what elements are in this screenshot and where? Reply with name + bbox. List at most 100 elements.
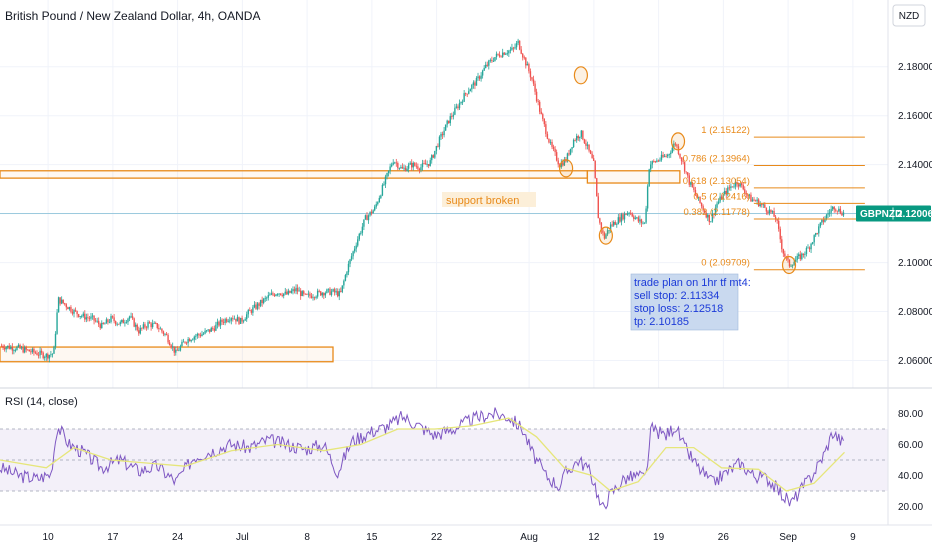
swing-circle[interactable]	[558, 159, 574, 178]
candle-body	[782, 249, 785, 254]
candle-body	[731, 186, 734, 188]
candle-body	[357, 239, 359, 246]
candle-body	[204, 330, 206, 334]
candle-body	[207, 329, 209, 331]
candle-body	[411, 162, 413, 168]
time-tick-label: 8	[304, 532, 310, 543]
candle-body	[720, 196, 723, 200]
candle-body	[134, 324, 137, 327]
time-tick-label: Sep	[779, 532, 797, 543]
candle-body	[756, 199, 758, 202]
candle-body	[480, 75, 482, 79]
candle-body	[184, 341, 186, 343]
candle-body	[469, 89, 472, 92]
candle-body	[116, 323, 118, 325]
candle-body	[210, 327, 212, 332]
candle-body	[770, 209, 772, 213]
candle-body	[283, 293, 285, 296]
candle-body	[361, 226, 364, 233]
candle-body	[807, 247, 809, 249]
candle-body	[566, 153, 569, 162]
last-price-value: 2.12006	[897, 209, 932, 220]
support-box[interactable]	[586, 170, 681, 184]
candle-body	[199, 335, 202, 337]
candle-body	[719, 196, 721, 202]
candle-body	[347, 263, 350, 273]
candle-body	[728, 187, 731, 189]
time-tick-label: 24	[172, 532, 184, 543]
candle-body	[522, 53, 524, 58]
support-broken-annotation[interactable]: support broken	[442, 192, 536, 207]
candle-body	[81, 316, 83, 317]
price-tick-label: 2.16000	[898, 111, 932, 122]
swing-circle[interactable]	[598, 226, 613, 245]
candle-body	[262, 298, 265, 303]
candle-body	[400, 166, 402, 169]
candle-body	[176, 349, 179, 351]
candle-body	[774, 216, 777, 220]
candle-body	[292, 289, 294, 291]
candle-body	[326, 289, 328, 293]
candle-body	[563, 159, 566, 166]
candle-body	[273, 294, 276, 296]
candle-body	[485, 64, 487, 68]
candle-body	[777, 220, 780, 229]
swing-circle[interactable]	[573, 66, 589, 85]
candle-body	[148, 322, 151, 324]
candle-body	[440, 133, 442, 137]
candle-body	[511, 47, 513, 50]
candle-body	[463, 93, 465, 102]
candle-body	[225, 319, 228, 322]
candle-body	[619, 217, 621, 222]
candle-body	[629, 212, 632, 214]
candle-body	[631, 213, 633, 217]
candle-body	[417, 166, 419, 169]
currency-button[interactable]: NZD	[892, 4, 926, 27]
rsi-tick-label: 80.00	[898, 409, 923, 420]
rsi-indicator-label[interactable]: RSI (14, close)	[5, 396, 78, 408]
candle-body	[91, 315, 94, 317]
candle-body	[711, 213, 714, 222]
candle-body	[241, 317, 243, 322]
support-box[interactable]	[0, 170, 589, 179]
candle-body	[289, 290, 291, 293]
candle-body	[713, 213, 715, 215]
candle-body	[705, 212, 707, 218]
candle-body	[568, 153, 570, 155]
rsi-axis[interactable]: 80.00 60.00 40.00 20.00	[898, 409, 923, 513]
candle-body	[651, 161, 653, 165]
candle-body	[580, 130, 583, 137]
candle-body	[543, 118, 546, 125]
candle-body	[788, 259, 791, 267]
candle-body	[73, 309, 75, 314]
candle-body	[443, 130, 445, 136]
candle-body	[50, 354, 52, 356]
support-boxes	[0, 170, 681, 363]
candle-body	[190, 340, 192, 342]
support-box[interactable]	[0, 346, 334, 363]
swing-circle[interactable]	[781, 255, 797, 275]
candle-body	[776, 219, 778, 221]
candle-body	[230, 318, 232, 321]
candle-body	[77, 314, 80, 317]
candle-body	[745, 193, 748, 195]
rsi-line	[0, 407, 844, 510]
candle-body	[460, 101, 462, 103]
candle-body	[620, 214, 623, 222]
fib-level-label: 0 (2.09709)	[701, 258, 750, 269]
candle-body	[589, 150, 592, 154]
candle-body	[27, 349, 29, 351]
candle-body	[395, 162, 397, 164]
time-axis[interactable]: 10 17 24 Jul 8 15 22 Aug 12 19 26 Sep 9	[43, 532, 857, 543]
candle-body	[31, 348, 34, 353]
candle-body	[791, 265, 794, 267]
trade-plan-annotation[interactable]: trade plan on 1hr tf mt4: sell stop: 2.1…	[630, 273, 751, 331]
candle-body	[810, 243, 812, 250]
price-tick-label: 2.08000	[898, 307, 932, 318]
candle-body	[8, 345, 10, 349]
swing-circle[interactable]	[670, 132, 686, 151]
candle-body	[650, 164, 652, 170]
candle-body	[90, 316, 92, 319]
candle-body	[79, 316, 81, 317]
candle-body	[45, 353, 47, 358]
